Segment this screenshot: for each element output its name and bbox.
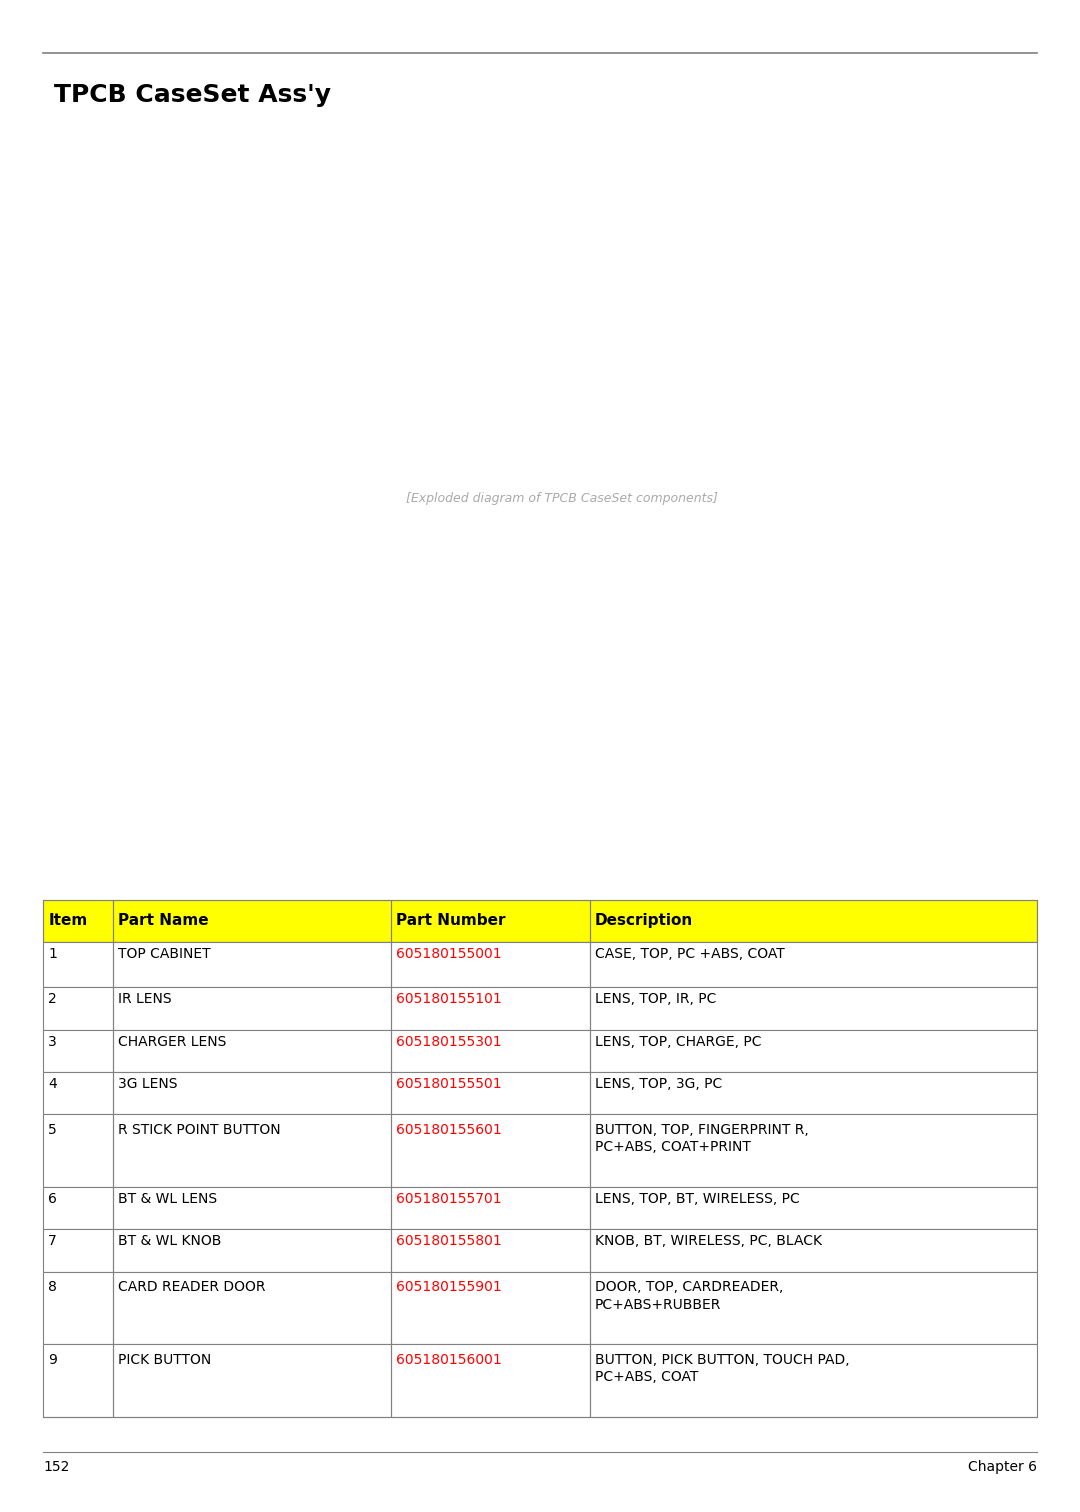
Text: Chapter 6: Chapter 6: [968, 1461, 1037, 1474]
Text: BT & WL LENS: BT & WL LENS: [118, 1191, 217, 1207]
Text: IR LENS: IR LENS: [118, 992, 172, 1007]
Text: 2: 2: [49, 992, 57, 1007]
Bar: [112, 1114, 391, 1187]
Text: 4: 4: [49, 1077, 57, 1092]
Bar: [391, 900, 590, 942]
Text: 605180155901: 605180155901: [396, 1281, 502, 1294]
Text: Item: Item: [49, 913, 87, 928]
Text: 605180155001: 605180155001: [396, 948, 501, 962]
Text: LENS, TOP, BT, WIRELESS, PC: LENS, TOP, BT, WIRELESS, PC: [595, 1191, 799, 1207]
Text: TOP CABINET: TOP CABINET: [118, 948, 211, 962]
Text: 6: 6: [49, 1191, 57, 1207]
Bar: [590, 1030, 1037, 1072]
Bar: [590, 987, 1037, 1030]
Bar: [43, 1272, 1037, 1344]
Text: 3G LENS: 3G LENS: [118, 1077, 177, 1092]
Bar: [108, 113, 1026, 885]
Bar: [43, 1344, 112, 1417]
Bar: [43, 1229, 112, 1272]
Bar: [43, 1344, 1037, 1417]
Bar: [43, 1030, 1037, 1072]
Text: 605180156001: 605180156001: [396, 1353, 502, 1367]
Bar: [590, 1187, 1037, 1229]
Bar: [590, 1114, 1037, 1187]
Text: 5: 5: [49, 1123, 57, 1137]
Bar: [112, 987, 391, 1030]
Text: LENS, TOP, CHARGE, PC: LENS, TOP, CHARGE, PC: [595, 1034, 761, 1049]
Bar: [391, 1072, 590, 1114]
Bar: [391, 987, 590, 1030]
Text: 152: 152: [43, 1461, 69, 1474]
Bar: [590, 1072, 1037, 1114]
Bar: [590, 942, 1037, 987]
Bar: [43, 1030, 112, 1072]
Bar: [43, 1114, 112, 1187]
Text: LENS, TOP, 3G, PC: LENS, TOP, 3G, PC: [595, 1077, 721, 1092]
Text: [Exploded diagram of TPCB CaseSet components]: [Exploded diagram of TPCB CaseSet compon…: [406, 493, 717, 505]
Text: DOOR, TOP, CARDREADER,
PC+ABS+RUBBER: DOOR, TOP, CARDREADER, PC+ABS+RUBBER: [595, 1281, 783, 1311]
Text: KNOB, BT, WIRELESS, PC, BLACK: KNOB, BT, WIRELESS, PC, BLACK: [595, 1234, 822, 1249]
Bar: [43, 1072, 112, 1114]
Bar: [43, 1272, 112, 1344]
Text: 605180155101: 605180155101: [396, 992, 502, 1007]
Bar: [590, 1272, 1037, 1344]
Text: R STICK POINT BUTTON: R STICK POINT BUTTON: [118, 1123, 281, 1137]
Bar: [112, 1072, 391, 1114]
Bar: [391, 1229, 590, 1272]
Text: 605180155301: 605180155301: [396, 1034, 501, 1049]
Bar: [43, 1187, 1037, 1229]
Text: BT & WL KNOB: BT & WL KNOB: [118, 1234, 221, 1249]
Text: 605180155801: 605180155801: [396, 1234, 502, 1249]
Text: 1: 1: [49, 948, 57, 962]
Bar: [112, 1229, 391, 1272]
Bar: [43, 1229, 1037, 1272]
Text: CARD READER DOOR: CARD READER DOOR: [118, 1281, 266, 1294]
Bar: [391, 942, 590, 987]
Text: TPCB CaseSet Ass'y: TPCB CaseSet Ass'y: [54, 83, 330, 107]
Bar: [391, 1030, 590, 1072]
Text: 9: 9: [49, 1353, 57, 1367]
Bar: [43, 900, 1037, 942]
Bar: [112, 1344, 391, 1417]
Bar: [43, 1114, 1037, 1187]
Text: 8: 8: [49, 1281, 57, 1294]
Text: 605180155701: 605180155701: [396, 1191, 501, 1207]
Text: Part Number: Part Number: [396, 913, 505, 928]
Bar: [112, 1030, 391, 1072]
Bar: [112, 1187, 391, 1229]
Text: PICK BUTTON: PICK BUTTON: [118, 1353, 211, 1367]
Bar: [391, 1344, 590, 1417]
Bar: [590, 900, 1037, 942]
Bar: [391, 1272, 590, 1344]
Bar: [112, 1272, 391, 1344]
Text: 7: 7: [49, 1234, 57, 1249]
Bar: [112, 942, 391, 987]
Text: CHARGER LENS: CHARGER LENS: [118, 1034, 226, 1049]
Bar: [391, 1187, 590, 1229]
Bar: [112, 900, 391, 942]
Text: Description: Description: [595, 913, 693, 928]
Text: 3: 3: [49, 1034, 57, 1049]
Text: 605180155601: 605180155601: [396, 1123, 502, 1137]
Text: Part Name: Part Name: [118, 913, 208, 928]
Bar: [43, 987, 112, 1030]
Text: CASE, TOP, PC +ABS, COAT: CASE, TOP, PC +ABS, COAT: [595, 948, 784, 962]
Bar: [43, 900, 112, 942]
Bar: [43, 942, 112, 987]
Text: LENS, TOP, IR, PC: LENS, TOP, IR, PC: [595, 992, 716, 1007]
Text: 605180155501: 605180155501: [396, 1077, 501, 1092]
Bar: [590, 1229, 1037, 1272]
Bar: [391, 1114, 590, 1187]
Bar: [590, 1344, 1037, 1417]
Bar: [43, 987, 1037, 1030]
Bar: [43, 942, 1037, 987]
Text: BUTTON, TOP, FINGERPRINT R,
PC+ABS, COAT+PRINT: BUTTON, TOP, FINGERPRINT R, PC+ABS, COAT…: [595, 1123, 809, 1154]
Text: BUTTON, PICK BUTTON, TOUCH PAD,
PC+ABS, COAT: BUTTON, PICK BUTTON, TOUCH PAD, PC+ABS, …: [595, 1353, 849, 1383]
Bar: [43, 1072, 1037, 1114]
Bar: [43, 1187, 112, 1229]
